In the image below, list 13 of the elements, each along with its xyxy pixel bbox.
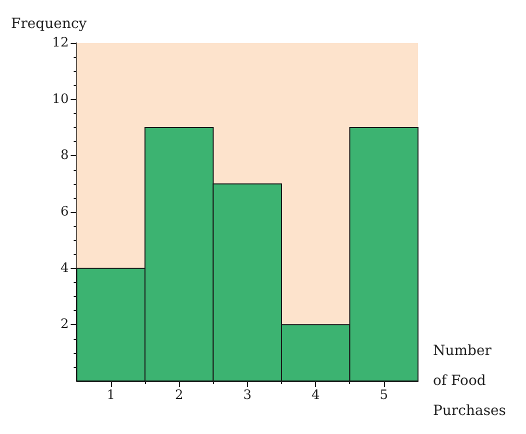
y-tick-label: 2 — [60, 317, 69, 332]
y-tick-label: 12 — [52, 36, 69, 50]
x-tick-label: 5 — [380, 388, 388, 403]
x-tick-label: 1 — [106, 388, 115, 403]
y-axis-title: Frequency — [10, 16, 87, 32]
x-axis-title: Number of Food Purchases — [433, 343, 506, 419]
y-tick-label: 8 — [60, 148, 69, 164]
x-tick-label: 2 — [174, 388, 184, 403]
y-tick-label: 4 — [60, 260, 69, 276]
x-tick-label: 4 — [311, 388, 320, 403]
x-tick-label: 3 — [243, 388, 252, 403]
y-tick-label: 6 — [60, 204, 69, 220]
y-tick-label: 10 — [52, 92, 69, 107]
